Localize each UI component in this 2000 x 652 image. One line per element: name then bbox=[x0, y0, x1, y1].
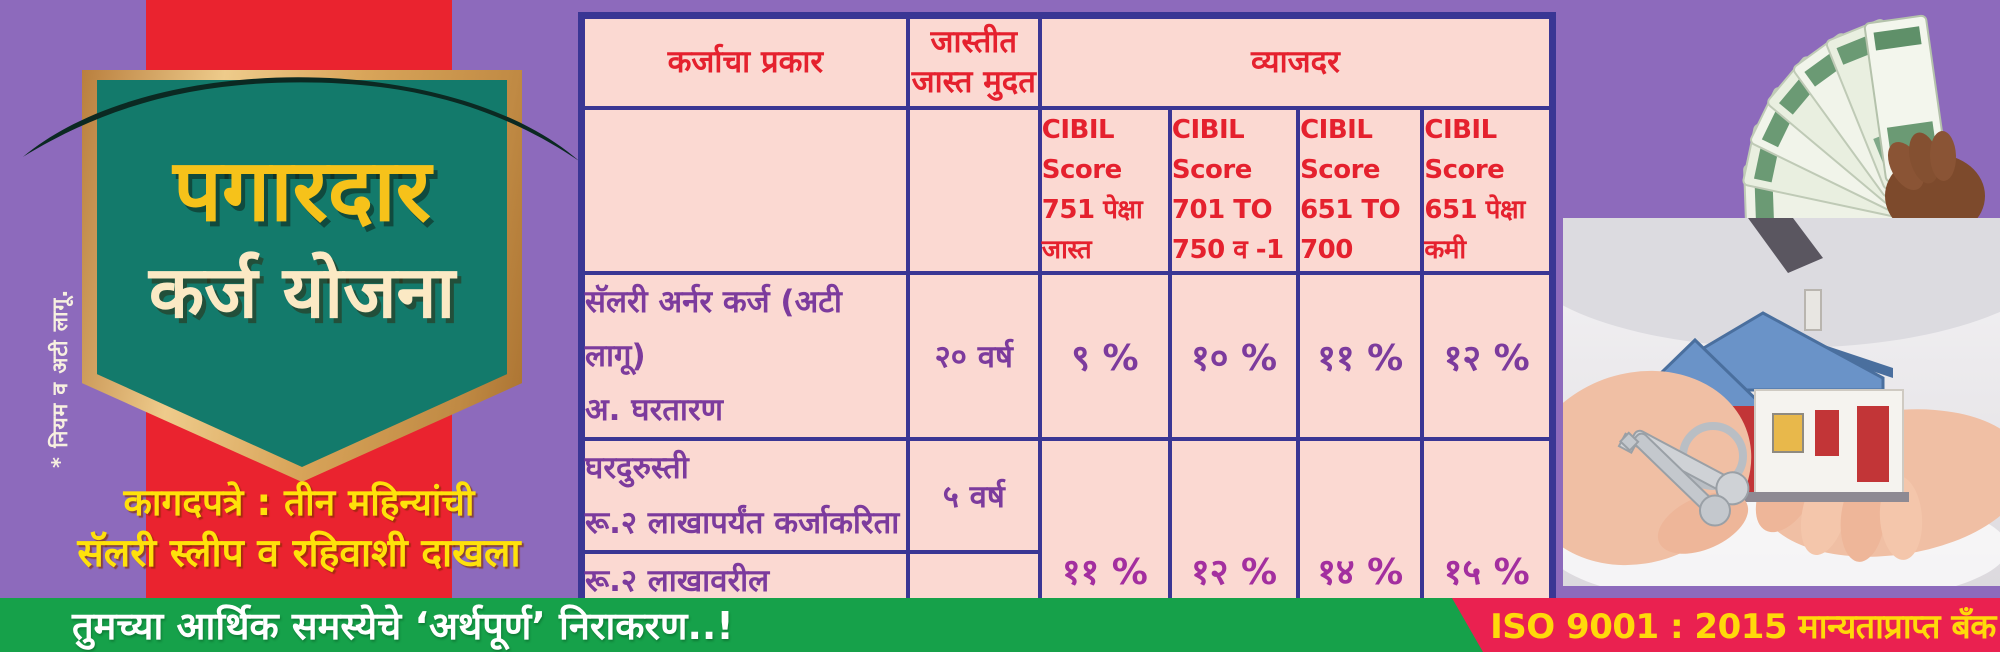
cibil-3-line1: CIBIL Score bbox=[1300, 114, 1381, 185]
loan-type-cell: घरदुरुस्ती रू.२ लाखापर्यंत कर्जाकरिता bbox=[579, 437, 910, 554]
cibil-3-line2: 651 TO bbox=[1300, 195, 1401, 226]
money-hand-image bbox=[1742, 14, 2000, 218]
rate-cell: ११ % bbox=[1296, 270, 1425, 442]
tenure-cell: ५ वर्ष bbox=[905, 437, 1042, 554]
table-row-salary-earner: सॅलरी अर्नर कर्ज (अटी लागू) अ. घरतारण २०… bbox=[579, 270, 1555, 442]
loan-type-cell: सॅलरी अर्नर कर्ज (अटी लागू) अ. घरतारण bbox=[579, 270, 910, 442]
interest-rate-table: कर्जाचा प्रकार जास्तीत जास्त मुदत व्याजद… bbox=[578, 12, 1556, 652]
cibil-4-line3: कमी bbox=[1424, 235, 1466, 266]
cibil-2-line3: 750 व -1 bbox=[1171, 235, 1284, 266]
keys bbox=[1617, 422, 1750, 527]
header-interest-rate-label: व्याजदर bbox=[1251, 44, 1340, 81]
cibil-header-701-750: CIBIL Score 701 TO 750 व -1 bbox=[1167, 105, 1301, 275]
cibil-4-line1: CIBIL Score bbox=[1424, 114, 1505, 185]
cibil-header-651-700: CIBIL Score 651 TO 700 bbox=[1296, 105, 1425, 275]
empty-cell bbox=[905, 105, 1042, 275]
cibil-header-751-plus: CIBIL Score 751 पेक्षा जास्त bbox=[1037, 105, 1172, 275]
table-row-house-repair: घरदुरुस्ती रू.२ लाखापर्यंत कर्जाकरिता ५ … bbox=[579, 437, 1555, 652]
cibil-1-line2: 751 पेक्षा bbox=[1041, 195, 1143, 226]
terms-note: * नियम व अटी लागू. bbox=[48, 288, 72, 468]
header-interest-rate: व्याजदर bbox=[1037, 13, 1555, 110]
badge-roof-swoosh-icon bbox=[22, 77, 580, 161]
documents-line-2: सॅलरी स्लीप व रहिवाशी दाखला bbox=[77, 531, 521, 576]
loan-type-line: सॅलरी अर्नर कर्ज (अटी लागू) bbox=[585, 283, 842, 374]
empty-cell bbox=[579, 105, 910, 275]
tagline-text: तुमच्या आर्थिक समस्येचे ‘अर्थपूर्ण’ निरा… bbox=[72, 604, 734, 648]
scheme-title: पगारदार bbox=[173, 141, 431, 241]
rate-cell: १० % bbox=[1167, 270, 1301, 442]
header-max-tenure-line2: जास्त मुदत bbox=[911, 64, 1036, 101]
iso-badge: ISO 9001 : 2015 मान्यताप्राप्त बँक bbox=[1452, 598, 2000, 652]
loan-type-line: घरदुरुस्ती bbox=[585, 450, 689, 487]
cibil-1-line3: जास्त bbox=[1041, 235, 1092, 266]
rate-cell: १२ % bbox=[1420, 270, 1555, 442]
cibil-4-line2: 651 पेक्षा bbox=[1424, 195, 1525, 226]
scheme-badge: पगारदार कर्ज योजना bbox=[82, 70, 522, 482]
cibil-2-line2: 701 TO bbox=[1171, 195, 1273, 226]
scheme-badge-inner: पगारदार कर्ज योजना bbox=[97, 80, 507, 467]
documents-line-1: कागदपत्रे : तीन महिन्यांची bbox=[123, 481, 475, 524]
header-max-tenure-line1: जास्तीत bbox=[930, 23, 1017, 60]
loan-type-line: रू.२ लाखापर्यंत कर्जाकरिता bbox=[585, 504, 900, 541]
tenure-cell: २० वर्ष bbox=[905, 270, 1042, 442]
loan-type-line: अ. घरतारण bbox=[585, 392, 724, 429]
holding-hand bbox=[1885, 131, 2000, 218]
cibil-1-line1: CIBIL Score bbox=[1041, 114, 1122, 185]
table-header-row: कर्जाचा प्रकार जास्तीत जास्त मुदत व्याजद… bbox=[579, 13, 1555, 110]
header-loan-type: कर्जाचा प्रकार bbox=[579, 13, 910, 110]
cibil-header-651-minus: CIBIL Score 651 पेक्षा कमी bbox=[1420, 105, 1555, 275]
scheme-subtitle: कर्ज योजना bbox=[148, 250, 456, 334]
rate-cell: ९ % bbox=[1037, 270, 1172, 442]
documents-required: कागदपत्रे : तीन महिन्यांची सॅलरी स्लीप व… bbox=[16, 478, 582, 580]
house-keys-photo-art bbox=[1518, 158, 2000, 608]
cibil-2-line1: CIBIL Score bbox=[1171, 114, 1252, 185]
header-max-tenure: जास्तीत जास्त मुदत bbox=[905, 13, 1042, 110]
iso-badge-text: ISO 9001 : 2015 मान्यताप्राप्त बँक bbox=[1490, 607, 1996, 647]
cibil-3-line3: 700 bbox=[1300, 235, 1353, 266]
house-keys-photo bbox=[1518, 158, 2000, 608]
loan-type-line: रू.२ लाखावरील bbox=[585, 563, 770, 600]
header-loan-type-label: कर्जाचा प्रकार bbox=[667, 44, 824, 81]
table-cibil-header-row: CIBIL Score 751 पेक्षा जास्त CIBIL Score… bbox=[579, 105, 1555, 275]
